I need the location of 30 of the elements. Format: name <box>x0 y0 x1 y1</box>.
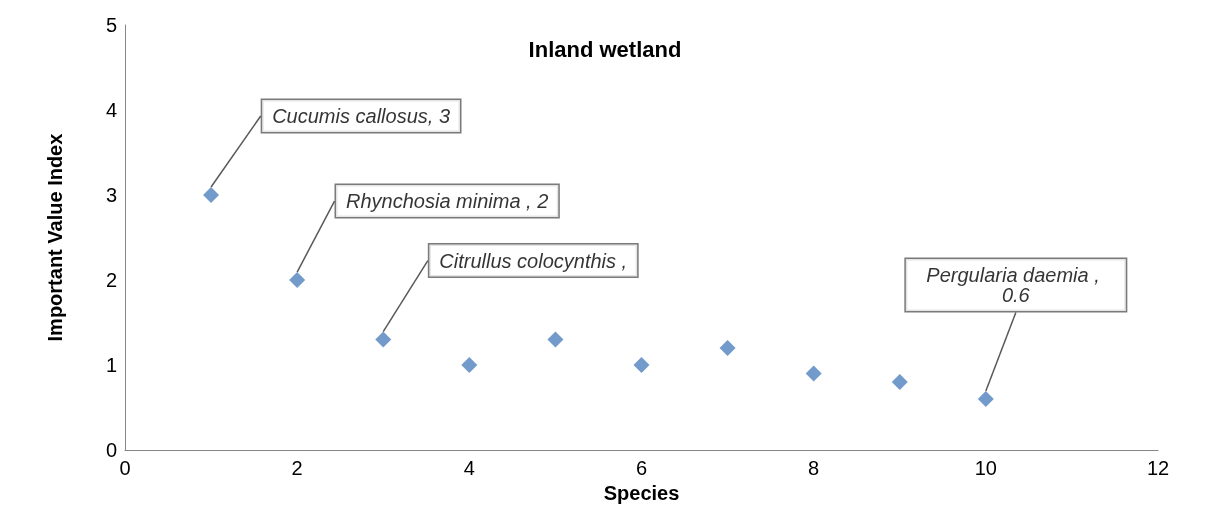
annotation: Citrullus colocynthis , <box>439 249 628 272</box>
y-tick-label: 2 <box>105 269 117 292</box>
x-tick-label: 2 <box>291 457 303 480</box>
text: Inland wetland <box>528 36 682 62</box>
annotation: Pergularia daemia , 0.6 <box>926 264 1106 307</box>
annotation: Cucumis callosus, 3 <box>272 105 451 128</box>
point <box>203 187 220 204</box>
x-tick-label: 12 <box>1146 457 1170 480</box>
y-tick-label: 3 <box>105 184 117 207</box>
y-tick-label: 0 <box>105 439 117 462</box>
point <box>719 340 736 357</box>
x-tick-label: 4 <box>463 457 475 480</box>
x-axis-title: Species <box>603 482 680 504</box>
y-tick-label: 1 <box>105 354 117 377</box>
point <box>547 331 564 348</box>
x-tick-label: 6 <box>635 457 648 480</box>
x-tick-label: 0 <box>119 457 131 480</box>
point <box>977 391 994 408</box>
y-tick-label: 4 <box>105 99 117 122</box>
x-tick-label: 10 <box>974 457 997 480</box>
point <box>805 365 822 382</box>
point <box>891 374 908 391</box>
annotation: Rhynchosia minima , 2 <box>346 190 549 213</box>
y-tick-label: 5 <box>105 14 117 36</box>
point <box>375 331 392 348</box>
x-tick-label: 8 <box>808 457 820 480</box>
point <box>289 272 306 289</box>
y-axis-title: Important Value Index <box>44 133 66 342</box>
point <box>633 357 650 374</box>
point <box>461 357 478 374</box>
